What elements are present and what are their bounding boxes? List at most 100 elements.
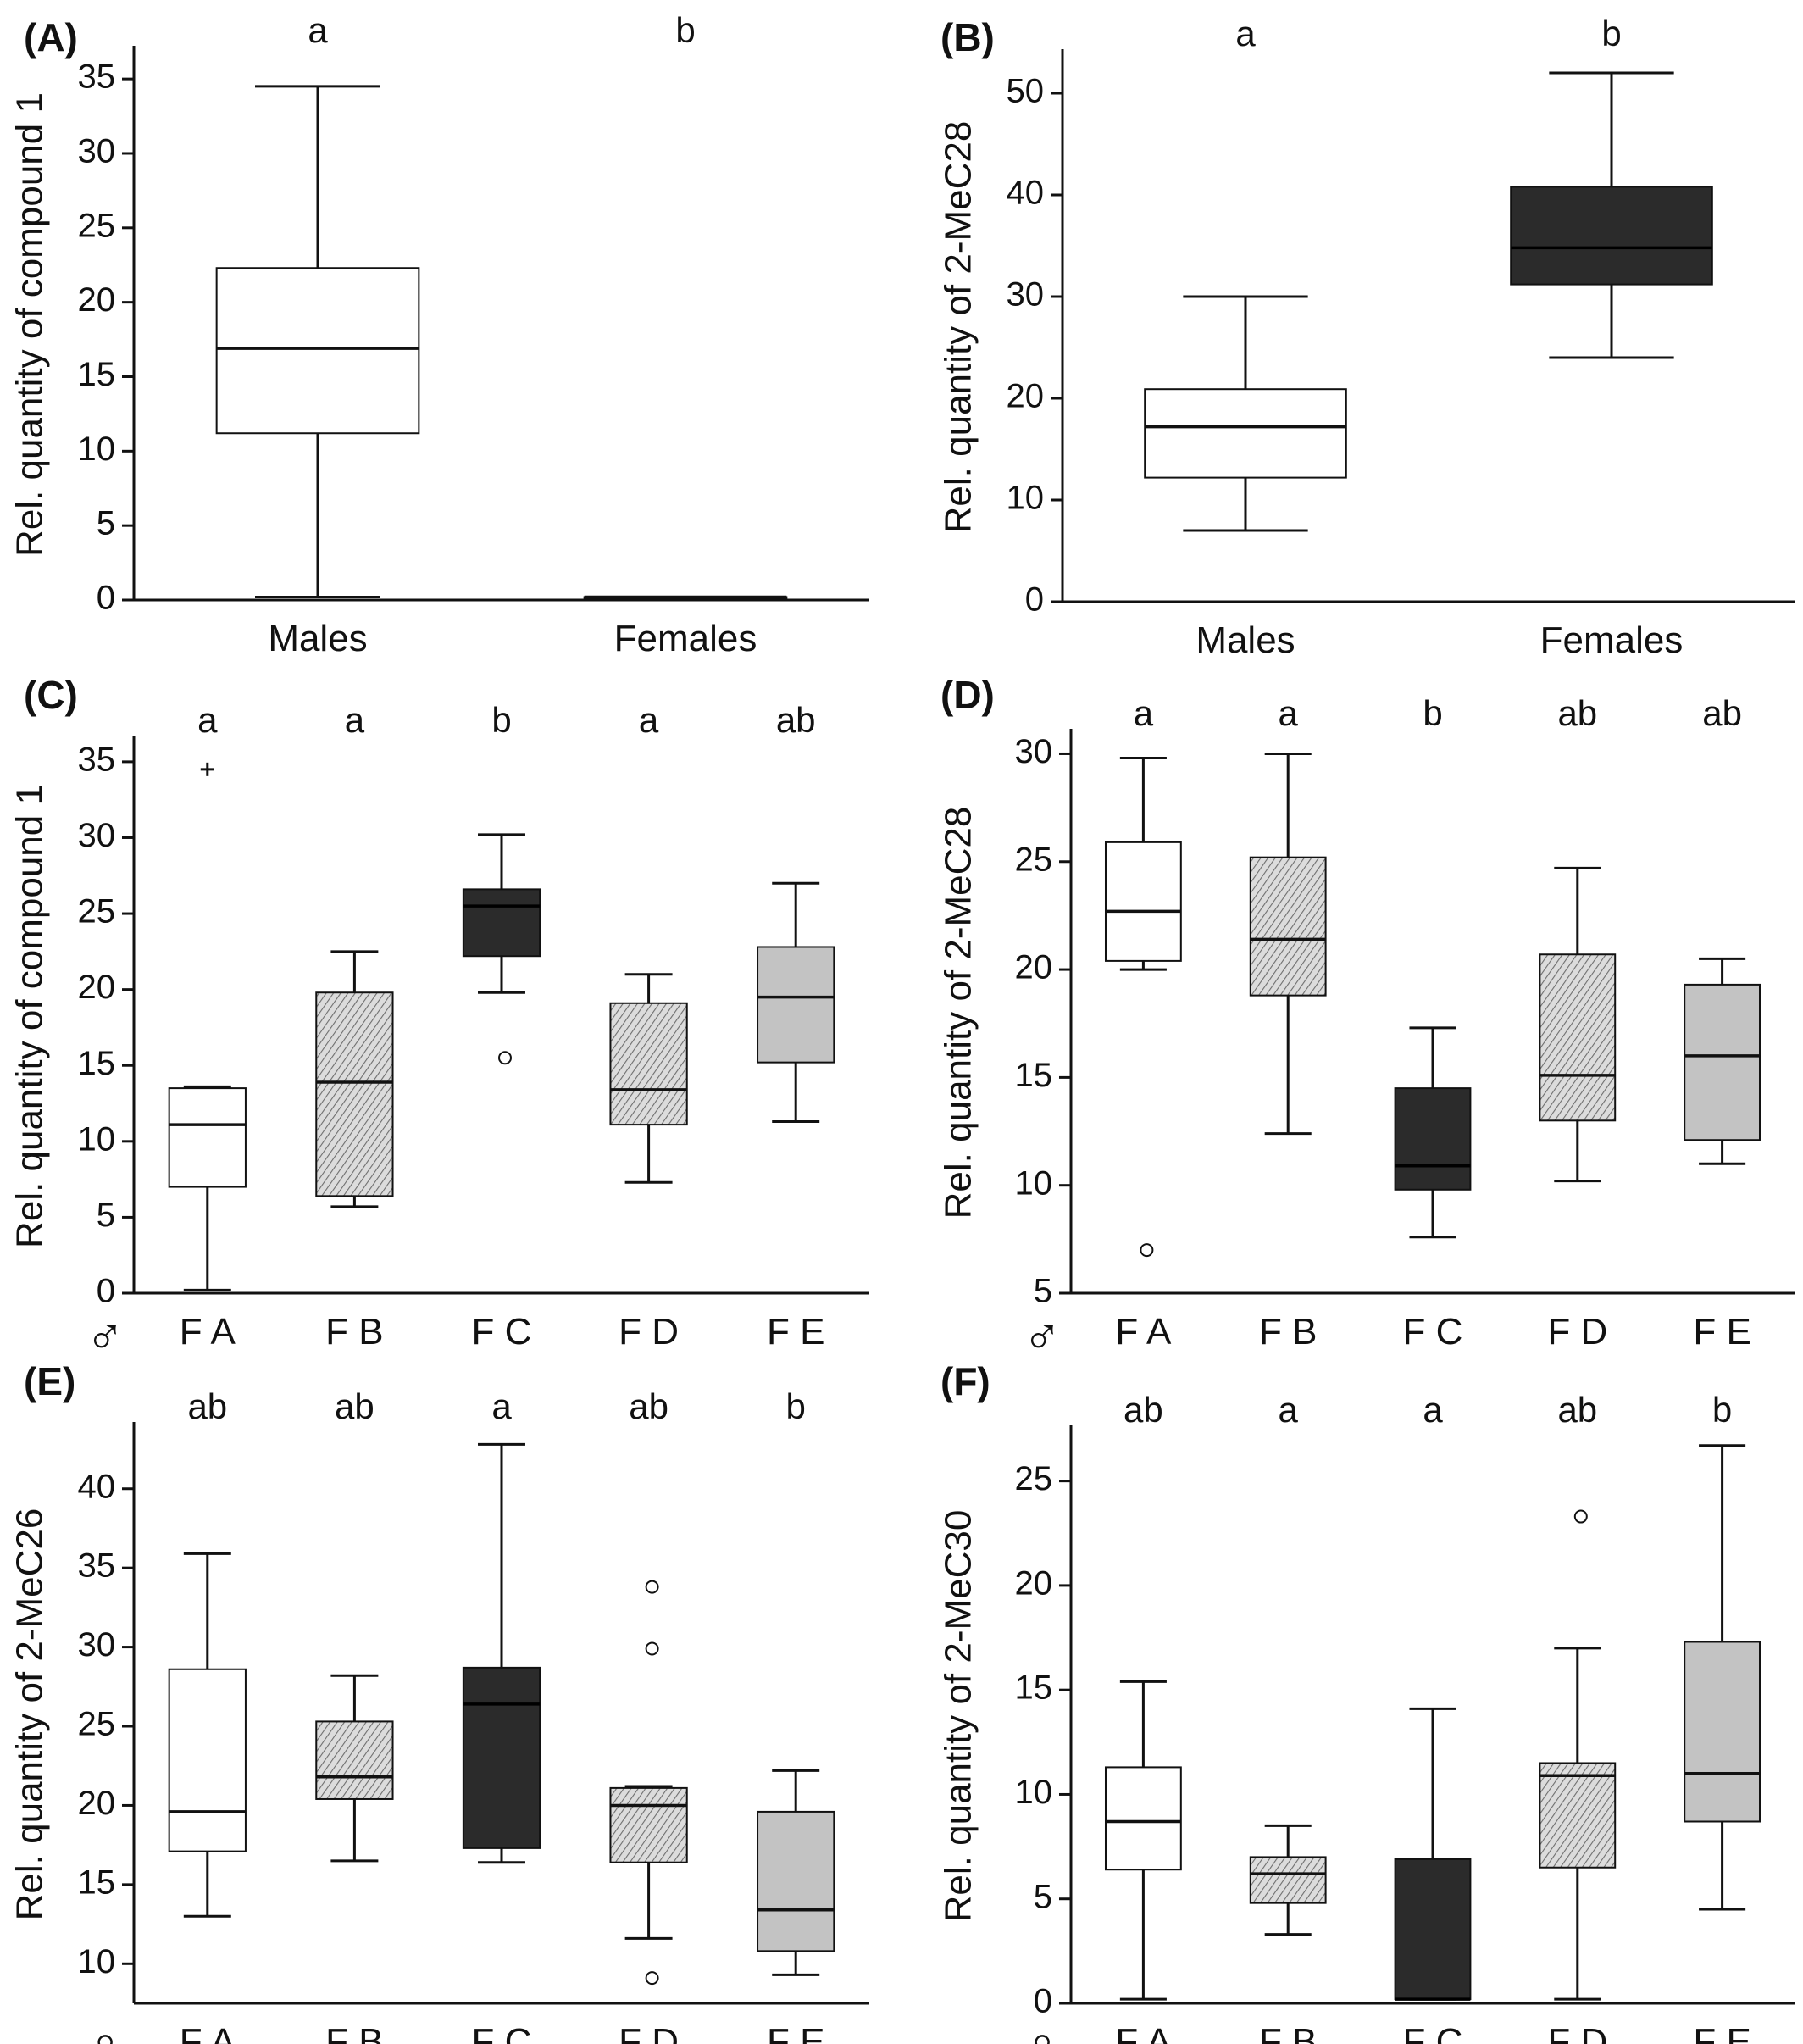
box-group [168, 1552, 247, 1918]
x-tick-label: Females [1540, 619, 1684, 661]
y-tick-label: 35 [78, 741, 116, 778]
panel-label: (C) [24, 673, 78, 717]
box-group [1684, 957, 1761, 1165]
y-tick-label: 35 [78, 58, 116, 96]
y-tick-label: 20 [78, 1785, 116, 1822]
box-group [757, 1769, 835, 1976]
female-symbol: ♀ [86, 2018, 125, 2044]
y-tick-label: 5 [1034, 1273, 1052, 1310]
box [1539, 953, 1617, 1122]
x-tick-label: F C [472, 2021, 532, 2044]
panel-label: (F) [940, 1359, 990, 1403]
y-tick-label: 0 [97, 580, 115, 617]
box [315, 1720, 394, 1800]
y-tick-label: 15 [78, 356, 116, 393]
outlier-point [1140, 1243, 1154, 1258]
x-tick-label: Females [614, 618, 757, 659]
x-tick-label: F A [1115, 1311, 1172, 1352]
y-axis-label: Rel. quantity of 2-MeC28 [938, 121, 979, 534]
box-group [1104, 1680, 1182, 2001]
box-group [168, 762, 247, 1291]
box [215, 267, 420, 435]
panel-label: (D) [940, 673, 995, 717]
significance-letter: a [1134, 693, 1154, 733]
box [609, 1002, 688, 1126]
x-tick-label: F E [767, 2021, 824, 2044]
y-tick-label: 20 [78, 969, 116, 1006]
y-tick-label: 0 [97, 1273, 115, 1310]
y-tick-label: 0 [1034, 1983, 1052, 2020]
box-group [609, 973, 688, 1184]
x-tick-label: F E [1693, 2021, 1750, 2044]
x-tick-label: F E [1693, 1311, 1750, 1352]
x-tick-label: F A [180, 2021, 236, 2044]
x-tick-label: F E [767, 1311, 824, 1352]
y-tick-label: 15 [1015, 1669, 1053, 1707]
box [609, 1786, 688, 1863]
outlier-point [645, 1641, 659, 1656]
box [1684, 983, 1761, 1141]
y-tick-label: 40 [1007, 175, 1045, 212]
box-group [462, 1442, 541, 1864]
y-tick-label: 10 [78, 1120, 116, 1158]
y-axis-label: Rel. quantity of compound 1 [9, 784, 51, 1248]
chart-panel: (E) Rel. quantity of 2-MeC26 10 15 20 25 30 35 4… [9, 1359, 869, 2044]
y-tick-label: 0 [1025, 581, 1044, 619]
box-group [1249, 1824, 1327, 1936]
y-tick-label: 25 [78, 1706, 116, 1743]
y-axis-label: Rel. quantity of 2-MeC26 [9, 1508, 51, 1921]
y-tick-label: 10 [1007, 480, 1045, 517]
box [1249, 856, 1327, 997]
y-tick-label: 40 [78, 1468, 116, 1505]
y-tick-label: 25 [78, 207, 116, 244]
y-tick-label: 35 [78, 1547, 116, 1585]
y-tick-label: 30 [78, 133, 116, 170]
significance-letter: ab [1702, 693, 1742, 733]
significance-letter: ab [1123, 1390, 1163, 1430]
y-tick-label: 25 [1015, 841, 1053, 878]
significance-letter: b [786, 1386, 806, 1426]
y-tick-label: 50 [1007, 73, 1045, 110]
significance-letter: ab [187, 1386, 227, 1426]
significance-letter: a [1235, 14, 1256, 53]
chart-panel: (B) Rel. quantity of 2-MeC28 0 10 20 30 40 50 a M… [938, 14, 1795, 661]
box [1104, 841, 1182, 962]
outlier-point [498, 1051, 512, 1065]
box-group [757, 881, 835, 1124]
x-tick-label: F A [1115, 2021, 1172, 2044]
y-tick-label: 25 [1015, 1460, 1053, 1497]
significance-letter: b [1712, 1390, 1732, 1430]
x-tick-label: F B [325, 2021, 383, 2044]
box-group [1144, 295, 1347, 532]
significance-letter: a [1279, 1390, 1299, 1430]
panel-label: (B) [940, 15, 995, 59]
box [1684, 1641, 1761, 1823]
significance-letter: ab [335, 1386, 374, 1426]
box [757, 946, 835, 1064]
box [462, 888, 541, 958]
box-group [1684, 1444, 1761, 1911]
significance-letter: a [197, 700, 218, 740]
box-group [1394, 1026, 1472, 1239]
box-group [1539, 1509, 1617, 2001]
y-tick-label: 20 [1015, 1564, 1053, 1602]
chart-panel: (C) Rel. quantity of compound 1 0 5 10 15 20 25… [9, 673, 869, 1366]
significance-letter: ab [776, 700, 816, 740]
y-tick-label: 10 [1015, 1774, 1053, 1811]
y-tick-label: 5 [97, 505, 115, 542]
extreme-point [200, 762, 214, 776]
significance-letter: ab [1557, 1390, 1597, 1430]
box [1394, 1858, 1472, 2001]
x-tick-label: Males [268, 618, 367, 659]
box [1539, 1762, 1617, 1869]
y-tick-label: 30 [78, 817, 116, 854]
y-tick-label: 15 [78, 1863, 116, 1901]
box-group [1539, 866, 1617, 1183]
significance-letter: a [1423, 1390, 1443, 1430]
box [168, 1668, 247, 1852]
box [315, 991, 394, 1197]
outlier-point [1573, 1509, 1588, 1524]
chart-panel: (A) Rel. quantity of compound 1 0 5 10 15 20 25… [9, 10, 869, 659]
box [1510, 186, 1713, 286]
